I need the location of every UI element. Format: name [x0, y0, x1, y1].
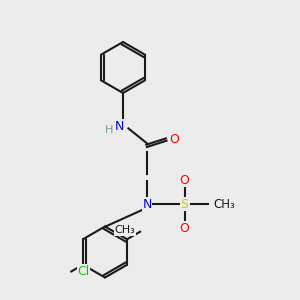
Text: O: O	[180, 221, 189, 235]
Text: CH₃: CH₃	[213, 197, 235, 211]
Text: N: N	[114, 119, 124, 133]
Text: S: S	[181, 197, 188, 211]
Text: N: N	[142, 197, 152, 211]
Text: Cl: Cl	[77, 265, 89, 278]
Text: H: H	[105, 124, 114, 135]
Text: CH₃: CH₃	[115, 225, 136, 235]
Text: O: O	[180, 173, 189, 187]
Text: O: O	[169, 133, 179, 146]
